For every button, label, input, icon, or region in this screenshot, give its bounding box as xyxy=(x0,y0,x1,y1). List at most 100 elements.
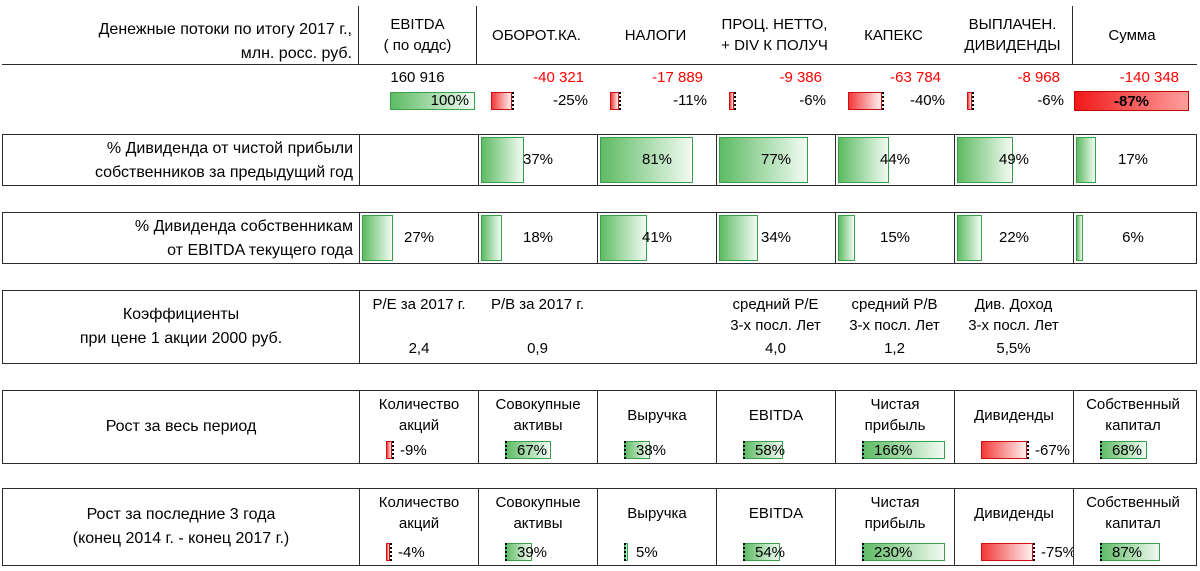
ratio-cell: Див. Доход 3-х посл. Лет 5,5% xyxy=(954,291,1073,363)
cashflow-value: -8 968 xyxy=(1017,68,1060,86)
cashflow-sum-bar xyxy=(1074,91,1189,111)
growth-pct: 38% xyxy=(636,442,667,459)
growth-pct: -75% xyxy=(1041,544,1073,561)
div-ebitda-label: % Дивиденда собственникам от EBITDA теку… xyxy=(3,213,359,263)
positive-bar xyxy=(362,215,393,261)
growth-header-line1: EBITDA xyxy=(748,406,804,424)
growth-pct: 54% xyxy=(755,544,786,561)
cashflow-col-header-line2: ( по оддс) xyxy=(383,37,452,54)
growth-cell: Чистая прибыль 230% xyxy=(835,489,954,565)
pct-value: 17% xyxy=(1117,151,1149,168)
growth-header-line2: капитал xyxy=(1105,417,1161,434)
growth-header-line1: Выручка xyxy=(627,504,687,522)
growth-header-line2: акций xyxy=(398,417,440,434)
growth-header-line1: Дивиденды xyxy=(974,504,1054,522)
bar-axis xyxy=(1100,543,1102,561)
cashflow-col-header: ПРОЦ. НЕТТО, + DIV К ПОЛУЧ xyxy=(715,6,834,64)
growth-cell: Собственный капитал 68% xyxy=(1073,391,1192,463)
pct-cell: 6% xyxy=(1073,213,1192,263)
ratio-value: 5,5% xyxy=(996,340,1031,357)
pct-cell: 34% xyxy=(716,213,835,263)
cashflow-col-header: ОБОРОТ.КА. xyxy=(477,6,596,64)
pct-cell: 37% xyxy=(478,135,597,185)
ratio-label-line1: P/E за 2017 г. xyxy=(372,296,466,313)
cashflow-col-header-line1: НАЛОГИ xyxy=(624,26,687,44)
pct-cell: 44% xyxy=(835,135,954,185)
ratios-section: Коэффициенты при цене 1 акции 2000 руб. … xyxy=(2,290,1197,364)
growth-all-label: Рост за весь период xyxy=(3,391,359,463)
bar-axis xyxy=(743,543,745,561)
bar-axis xyxy=(743,441,745,459)
growth-header: Количество акций xyxy=(360,393,478,437)
cashflow-col-header: ВЫПЛАЧЕН. ДИВИДЕНДЫ xyxy=(953,6,1072,64)
cashflow-value: -140 348 xyxy=(1119,68,1179,86)
ratio-cell: P/E за 2017 г. 2,4 xyxy=(359,291,478,363)
bar-axis xyxy=(1033,543,1035,561)
positive-bar xyxy=(481,137,524,183)
growth-pct: -9% xyxy=(400,442,427,459)
growth-header: Чистая прибыль xyxy=(836,393,954,437)
cashflow-value: 160 916 xyxy=(390,68,445,86)
pct-cell: 41% xyxy=(597,213,716,263)
growth-header-line2: прибыль xyxy=(864,515,926,532)
positive-bar xyxy=(719,137,808,183)
cashflow-col-header-line1: ВЫПЛАЧЕН. xyxy=(968,16,1057,33)
growth-3y-label: Рост за последние 3 года (конец 2014 г. … xyxy=(3,489,359,565)
growth-cell: EBITDA 54% xyxy=(716,489,835,565)
growth-pct: 5% xyxy=(636,544,658,561)
bar-axis xyxy=(882,92,884,110)
growth-header-line1: Чистая xyxy=(870,494,920,511)
growth-pct: 58% xyxy=(755,442,786,459)
div-profit-section: % Дивиденда от чистой прибыли собственни… xyxy=(2,134,1197,186)
bar-axis xyxy=(390,543,392,561)
pct-cell: 27% xyxy=(359,213,478,263)
growth-3y-label-line1: Рост за последние 3 года xyxy=(86,506,276,523)
div-ebitda-label-line1: % Дивиденда собственникам xyxy=(134,218,353,235)
cashflow-col-header-line1: EBITDA xyxy=(390,16,445,33)
negative-bar xyxy=(967,92,972,110)
bar-axis xyxy=(624,543,626,561)
ratio-label-line2 xyxy=(478,315,597,336)
cashflow-col-header-line1: Сумма xyxy=(1108,26,1156,44)
cashflow-value: -63 784 xyxy=(890,68,941,86)
ratio-value: 1,2 xyxy=(884,340,905,357)
bar-axis xyxy=(1100,441,1102,459)
ratio-cell: P/B за 2017 г. 0,9 xyxy=(478,291,597,363)
growth-header: Собственный капитал xyxy=(1074,393,1192,437)
positive-bar xyxy=(838,137,889,183)
pct-value: 81% xyxy=(641,151,673,168)
cashflow-value: -9 386 xyxy=(779,68,822,86)
growth-header-line1: Количество xyxy=(378,396,460,413)
pct-value: 77% xyxy=(760,151,792,168)
pct-cell xyxy=(359,135,478,185)
growth-cell: Совокупные активы 67% xyxy=(478,391,597,463)
growth-header: Собственный капитал xyxy=(1074,491,1192,535)
negative-bar xyxy=(386,441,392,459)
growth-all-section: Рост за весь период Количество акций -9% Со… xyxy=(2,390,1197,464)
cashflow-pct: -6% xyxy=(1037,92,1064,109)
growth-cell: Чистая прибыль 166% xyxy=(835,391,954,463)
ratio-value: 2,4 xyxy=(408,340,430,357)
cashflow-pct: 100% xyxy=(430,92,469,109)
cashflow-pct: -11% xyxy=(673,92,707,109)
ratio-label-line2: 3-х посл. Лет xyxy=(849,317,940,334)
growth-header: Совокупные активы xyxy=(479,393,597,437)
growth-cell: Собственный капитал 87% xyxy=(1073,489,1192,565)
growth-all-label-line1: Рост за весь период xyxy=(105,418,257,435)
growth-header-line1: EBITDA xyxy=(748,504,804,522)
growth-cell: Дивиденды -67% xyxy=(954,391,1073,463)
cashflow-col-header-line1: КАПЕКС xyxy=(864,26,923,44)
growth-header: Совокупные активы xyxy=(479,491,597,535)
pct-cell: 81% xyxy=(597,135,716,185)
growth-header-line1: Собственный xyxy=(1086,396,1180,413)
growth-cell: Совокупные активы 39% xyxy=(478,489,597,565)
growth-pct: 68% xyxy=(1112,442,1143,459)
cashflow-pct: -25% xyxy=(552,92,588,109)
growth-header-line2: акций xyxy=(398,515,440,532)
div-profit-label-line1: % Дивиденда от чистой прибыли xyxy=(106,140,353,157)
growth-header-line1: Совокупные xyxy=(495,396,581,413)
positive-bar xyxy=(719,215,758,261)
growth-header: Дивиденды xyxy=(955,491,1073,535)
growth-pct: 67% xyxy=(517,442,548,459)
ratios-label: Коэффициенты при цене 1 акции 2000 руб. xyxy=(3,291,359,363)
